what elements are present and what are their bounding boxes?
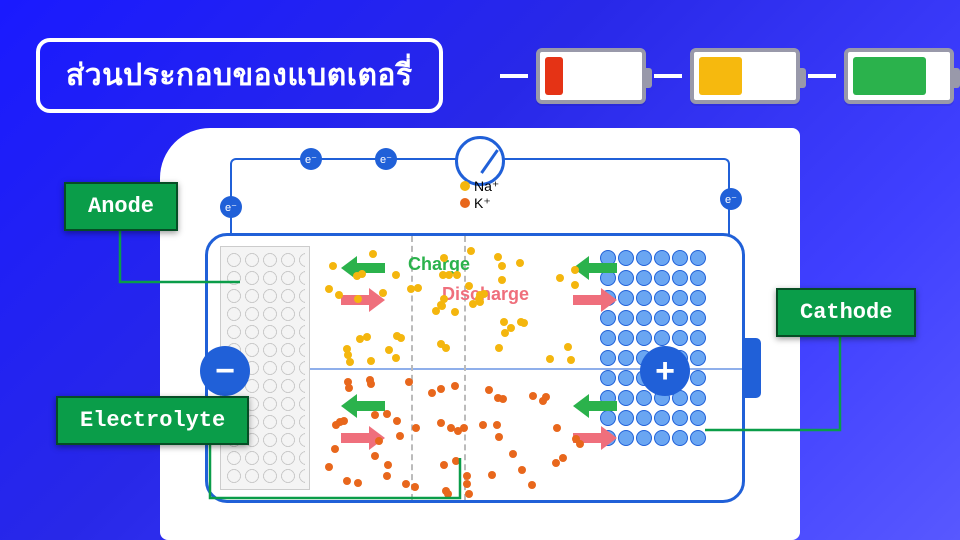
electron-icon: e⁻: [720, 188, 742, 210]
connector-anode: [110, 222, 250, 302]
minus-terminal-icon: −: [200, 346, 250, 396]
page-title: ส่วนประกอบของแบตเตอรี่: [36, 38, 443, 113]
anode-label: Anode: [64, 182, 178, 231]
battery-low-icon: [536, 48, 646, 104]
wire: [808, 74, 836, 78]
cathode-label: Cathode: [776, 288, 916, 337]
plus-terminal-icon: +: [640, 346, 690, 396]
battery-high-icon: [844, 48, 954, 104]
connector-cathode: [700, 330, 850, 450]
electron-icon: e⁻: [375, 148, 397, 170]
battery-mid-icon: [690, 48, 800, 104]
electron-icon: e⁻: [300, 148, 322, 170]
legend-na: Na⁺: [474, 178, 499, 194]
electrolyte-label: Electrolyte: [56, 396, 249, 445]
legend-k: K⁺: [474, 195, 491, 211]
wire: [654, 74, 682, 78]
wire: [500, 74, 528, 78]
battery-status-row: [500, 48, 960, 104]
legend: Na⁺ K⁺: [460, 178, 499, 212]
electron-icon: e⁻: [220, 196, 242, 218]
